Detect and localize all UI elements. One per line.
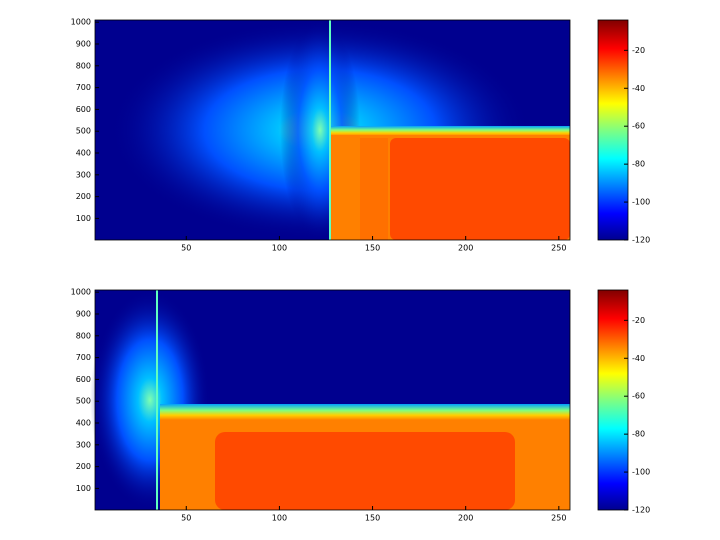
colorbar-tick-label: -60 [632,392,645,401]
colorbar-tick-label: -20 [632,316,645,325]
colorbar-tick-label: -80 [632,430,645,439]
y-tick-label: 200 [76,192,91,201]
axes-box [94,19,571,241]
y-tick-label: 600 [76,105,91,114]
x-tick-label: 100 [272,514,287,523]
y-tick-label: 100 [76,484,91,493]
colorbar-tick-label: -120 [632,506,650,515]
x-tick-label: 150 [365,244,380,253]
x-tick-label: 50 [181,244,191,253]
x-tick-label: 150 [365,514,380,523]
contour-field [90,290,570,510]
x-tick-label: 250 [551,244,566,253]
x-tick-label: 200 [458,244,473,253]
y-tick-label: 400 [76,419,91,428]
x-tick-label: 50 [181,514,191,523]
y-tick-label: 700 [76,353,91,362]
colorbar-tick-label: -20 [632,46,645,55]
x-tick-label: 250 [551,514,566,523]
x-tick-label: 200 [458,514,473,523]
colorbar-tick-label: -40 [632,84,645,93]
colorbar-tick-label: -80 [632,160,645,169]
colorbar-tick-label: -100 [632,468,650,477]
y-tick-label: 200 [76,462,91,471]
y-tick-label: 500 [76,127,91,136]
y-tick-label: 300 [76,170,91,179]
colorbar-tick-label: -100 [632,198,650,207]
y-tick-label: 800 [76,61,91,70]
y-tick-label: 1000 [71,288,91,297]
colorbar [597,289,629,511]
colorbar-tick-label: -60 [632,122,645,131]
y-tick-label: 300 [76,440,91,449]
y-tick-label: 600 [76,375,91,384]
y-tick-label: 700 [76,83,91,92]
y-tick-label: 1000 [71,18,91,27]
colorbar [597,19,629,241]
contour-field [95,20,570,240]
y-tick-label: 900 [76,39,91,48]
y-tick-label: 800 [76,331,91,340]
y-tick-label: 100 [76,214,91,223]
y-tick-label: 900 [76,309,91,318]
colorbar-tick-label: -120 [632,236,650,245]
axes-box [94,289,571,511]
y-tick-label: 400 [76,149,91,158]
x-tick-label: 100 [272,244,287,253]
colorbar-tick-label: -40 [632,354,645,363]
y-tick-label: 500 [76,397,91,406]
